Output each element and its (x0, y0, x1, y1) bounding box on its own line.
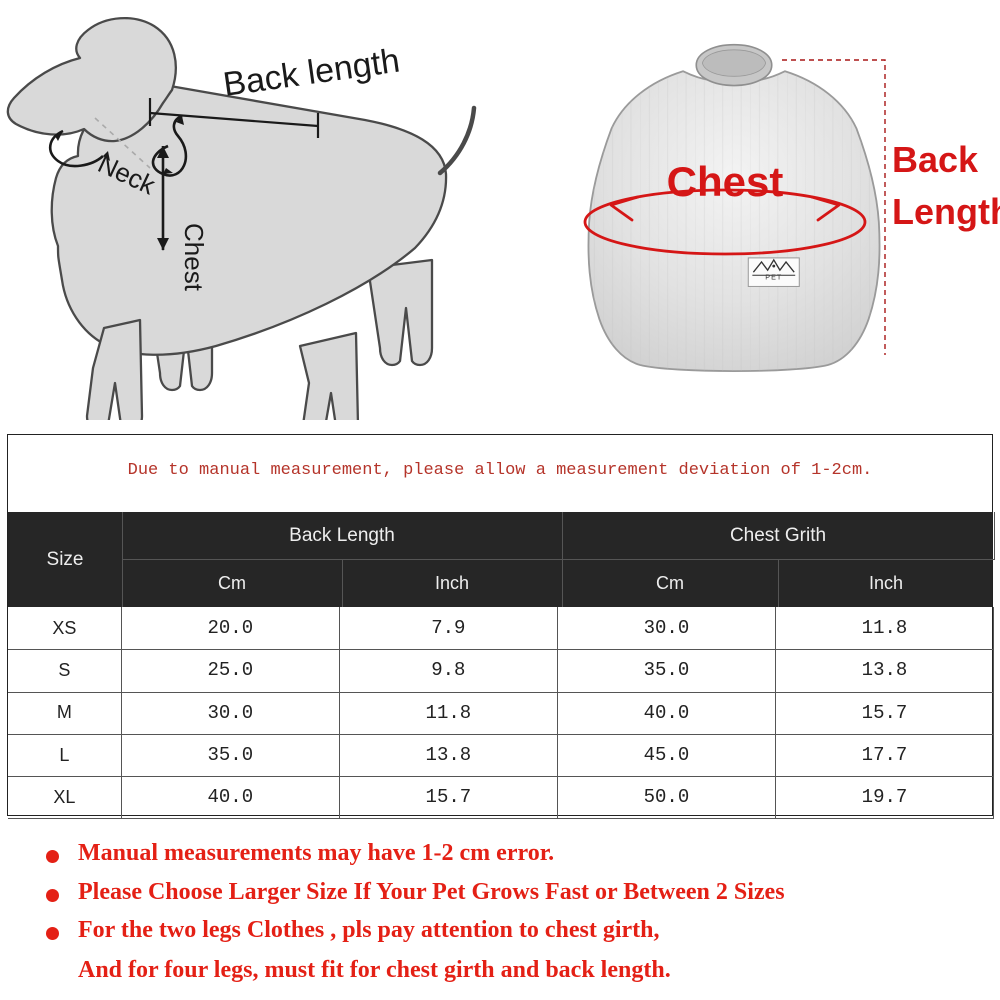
svg-text:Back length: Back length (221, 42, 402, 104)
svg-text:Length: Length (892, 191, 1000, 232)
svg-text:Chest: Chest (179, 223, 209, 292)
svg-text:Chest: Chest (667, 158, 784, 205)
svg-text:Back: Back (892, 139, 979, 180)
svg-text:PET: PET (765, 273, 782, 281)
